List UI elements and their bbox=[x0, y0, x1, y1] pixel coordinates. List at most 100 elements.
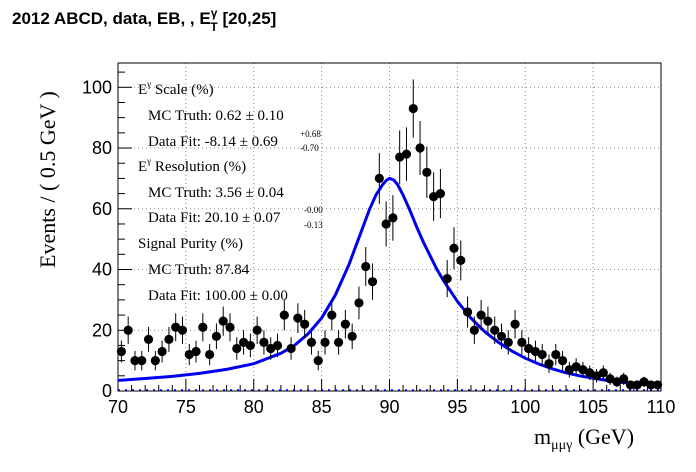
scale-data-fit: Data Fit: -8.14 ± 0.69 bbox=[148, 134, 278, 150]
data-point bbox=[367, 277, 378, 287]
data-point bbox=[157, 346, 167, 357]
scale-fit-down: -0.70 bbox=[300, 143, 319, 153]
y-tick-labels: 0 20 40 60 80 100 bbox=[82, 77, 112, 401]
grid-lines bbox=[118, 63, 661, 391]
purity-data-fit: Data Fit: 100.00 ± 0.00 bbox=[148, 288, 288, 304]
data-point bbox=[130, 356, 140, 366]
chart-title-sup: γ bbox=[211, 6, 218, 20]
data-point bbox=[211, 331, 222, 341]
data-point bbox=[205, 349, 215, 360]
res-fit-up: -0.00 bbox=[304, 205, 323, 215]
data-point bbox=[143, 334, 154, 344]
data-point bbox=[408, 103, 418, 114]
data-point bbox=[496, 331, 507, 341]
data-point bbox=[374, 173, 384, 184]
chart-title-main: 2012 ABCD, data, EB, , E bbox=[12, 9, 211, 28]
data-point bbox=[469, 325, 479, 335]
data-point bbox=[415, 143, 425, 153]
data-point bbox=[537, 349, 547, 360]
data-point bbox=[510, 319, 520, 329]
data-point bbox=[476, 310, 486, 320]
data-point bbox=[259, 337, 269, 348]
scale-header: Eγ Scale (%) bbox=[138, 79, 214, 98]
data-point bbox=[164, 334, 174, 344]
data-point bbox=[598, 368, 608, 378]
data-point bbox=[347, 331, 357, 341]
data-point bbox=[320, 337, 330, 348]
data-point bbox=[286, 343, 296, 354]
data-point bbox=[551, 349, 561, 360]
x-tick-label: 110 bbox=[647, 397, 676, 417]
scale-mc-truth: MC Truth: 0.62 ± 0.10 bbox=[148, 108, 284, 124]
data-point bbox=[123, 325, 133, 335]
data-point bbox=[442, 274, 452, 284]
data-point bbox=[272, 340, 283, 351]
purity-header: Signal Purity (%) bbox=[138, 236, 243, 252]
data-point bbox=[150, 356, 160, 366]
res-header: Eγ Resolution (%) bbox=[138, 156, 246, 175]
y-axis-title: Events / ( 0.5 GeV ) bbox=[35, 91, 60, 268]
data-point bbox=[544, 359, 554, 369]
y-tick-label: 80 bbox=[92, 138, 112, 158]
data-point bbox=[462, 307, 473, 317]
data-point bbox=[361, 261, 371, 272]
data-point bbox=[333, 337, 344, 348]
y-tick-label: 0 bbox=[102, 381, 112, 401]
data-points bbox=[116, 79, 663, 390]
data-point bbox=[490, 325, 500, 335]
data-point bbox=[279, 310, 289, 320]
data-point bbox=[327, 310, 337, 320]
x-tick-label: 75 bbox=[176, 397, 196, 417]
data-point bbox=[435, 188, 446, 199]
x-tick-label: 105 bbox=[578, 397, 608, 417]
chart-title-range: [20,25] bbox=[218, 9, 277, 28]
data-point bbox=[646, 380, 656, 390]
y-tick-label: 20 bbox=[92, 320, 112, 340]
data-point bbox=[232, 343, 242, 354]
x-tick-label: 90 bbox=[379, 397, 399, 417]
data-point bbox=[313, 356, 323, 366]
data-point bbox=[300, 319, 310, 329]
res-mc-truth: MC Truth: 3.56 ± 0.04 bbox=[148, 185, 284, 201]
y-tick-label: 60 bbox=[92, 199, 112, 219]
data-point bbox=[252, 325, 262, 335]
data-point bbox=[625, 380, 636, 390]
data-point bbox=[422, 167, 432, 177]
x-axis-title: mμμγ (GeV) bbox=[534, 424, 634, 453]
data-point bbox=[198, 322, 208, 332]
y-tick-label: 100 bbox=[82, 77, 112, 97]
x-tick-label: 85 bbox=[312, 397, 332, 417]
res-fit-down: -0.13 bbox=[304, 220, 323, 230]
data-point bbox=[245, 340, 255, 351]
data-point bbox=[225, 322, 235, 332]
data-point bbox=[116, 346, 126, 357]
x-tick-label: 80 bbox=[244, 397, 264, 417]
data-point bbox=[653, 380, 663, 390]
data-point bbox=[191, 346, 201, 357]
purity-mc-truth: MC Truth: 87.84 bbox=[148, 262, 250, 278]
data-point bbox=[137, 356, 147, 366]
fit-annotations: Eγ Scale (%) MC Truth: 0.62 ± 0.10 Data … bbox=[138, 79, 323, 304]
data-point bbox=[557, 356, 568, 366]
data-point bbox=[619, 374, 629, 384]
data-point bbox=[340, 319, 350, 329]
data-point bbox=[293, 313, 303, 323]
data-point bbox=[177, 325, 188, 335]
data-point bbox=[503, 337, 513, 348]
res-data-fit: Data Fit: 20.10 ± 0.07 bbox=[148, 210, 281, 226]
data-point bbox=[456, 255, 466, 266]
data-point bbox=[381, 219, 391, 229]
data-point bbox=[517, 337, 527, 348]
data-point bbox=[306, 337, 317, 348]
data-point bbox=[218, 316, 228, 326]
x-tick-label: 100 bbox=[510, 397, 540, 417]
x-tick-labels: 70 75 80 85 90 95 100 105 110 bbox=[108, 397, 675, 417]
data-point bbox=[354, 298, 364, 308]
data-point bbox=[449, 243, 459, 253]
chart-title-sub: T bbox=[210, 20, 218, 34]
x-tick-label: 70 bbox=[108, 397, 128, 417]
data-point bbox=[388, 213, 398, 223]
x-tick-label: 95 bbox=[447, 397, 467, 417]
y-tick-label: 40 bbox=[92, 260, 112, 280]
